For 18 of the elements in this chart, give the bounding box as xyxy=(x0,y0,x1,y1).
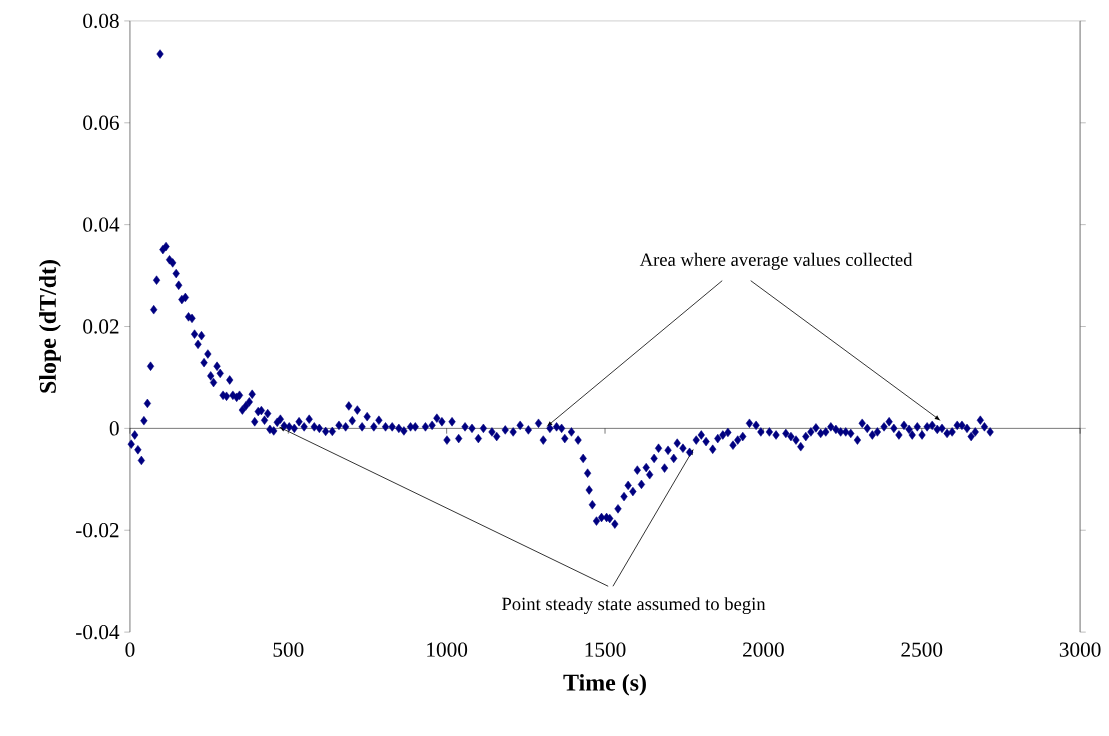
y-tick-label: 0.06 xyxy=(83,115,119,131)
annotation: Area where average values collected xyxy=(639,252,913,270)
y-axis-title: Slope (dT/dt) xyxy=(39,260,61,393)
y-tick-label: -0.02 xyxy=(76,523,119,538)
y-tick-label: -0.04 xyxy=(76,624,120,640)
y-tick-label: 0.02 xyxy=(83,319,119,334)
y-tick-label: 0.08 xyxy=(83,13,119,29)
x-tick-label: 3000 xyxy=(1059,642,1101,657)
annotation: Point steady state assumed to begin xyxy=(502,597,766,615)
x-axis-title: Time (s) xyxy=(563,674,646,696)
x-tick-label: 2500 xyxy=(901,642,943,657)
y-tick-label: 0 xyxy=(109,421,119,436)
x-tick-label: 500 xyxy=(273,642,304,657)
x-tick-label: 0 xyxy=(125,642,135,657)
x-tick-label: 1000 xyxy=(427,642,468,657)
y-tick-label: 0.04 xyxy=(83,217,120,232)
x-tick-label: 2000 xyxy=(743,642,784,657)
x-tick-label: 1500 xyxy=(585,642,626,657)
